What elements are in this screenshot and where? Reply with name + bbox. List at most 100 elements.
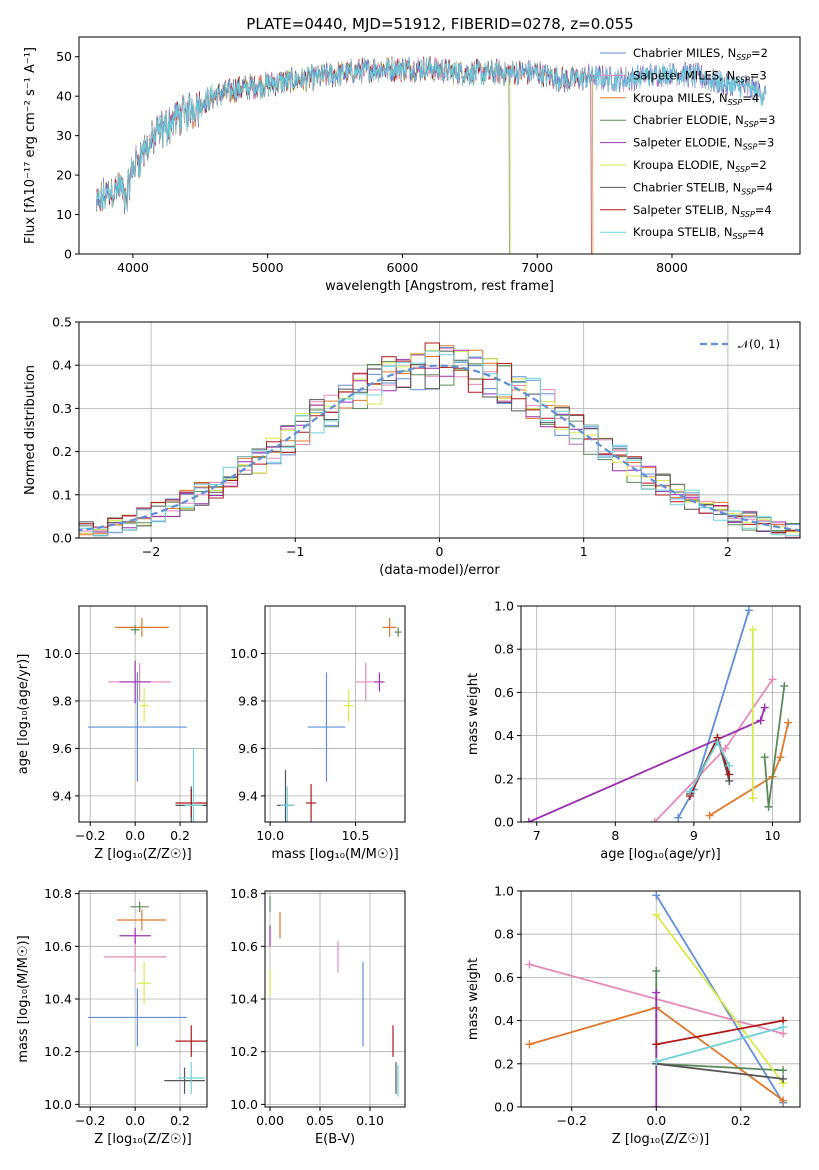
weight-marker bbox=[525, 960, 534, 969]
weight-marker bbox=[756, 716, 765, 725]
legend-value: =2 bbox=[751, 46, 768, 60]
y-tick-label: 40 bbox=[56, 89, 72, 104]
x-tick-label: 6000 bbox=[387, 260, 419, 275]
weight-marker bbox=[744, 606, 753, 615]
x-tick-label: 7000 bbox=[521, 260, 553, 275]
error-bar-kroupa-elodie bbox=[343, 689, 354, 723]
weight-marker bbox=[760, 703, 769, 712]
y-axis-label: mass weight bbox=[466, 673, 481, 755]
mass-vs-metallicity-panel: −0.2 0.0 0.2 10.0 10.2 10.4 10.6 10.8 Z [log₁₀(Z… bbox=[16, 886, 208, 1147]
legend-value: =3 bbox=[757, 136, 774, 150]
weight-marker bbox=[650, 818, 659, 822]
x-tick-label: 5000 bbox=[252, 260, 284, 275]
y-tick-label: 0.8 bbox=[494, 927, 514, 942]
legend-entry: Chabrier MILES, NSSP=2 bbox=[633, 46, 768, 62]
weight-marker bbox=[760, 753, 769, 762]
weight-marker bbox=[652, 1040, 661, 1049]
y-axis-label: Normed distribution bbox=[23, 365, 38, 495]
axes-frame bbox=[78, 605, 208, 823]
weight-marker bbox=[784, 718, 793, 727]
legend-subscript: SSP bbox=[728, 98, 743, 107]
axes-frame bbox=[520, 605, 801, 823]
mass-vs-extinction-panel: 0.00 0.05 0.10 10.0 10.2 10.4 10.6 10.8 E(B-V) bbox=[230, 886, 406, 1147]
error-bar-kroupa-elodie bbox=[137, 962, 151, 1005]
axes-frame bbox=[78, 36, 801, 255]
age-vs-metallicity-panel: −0.2 0.0 0.2 9.4 9.6 9.8 10.0 Z [log₁₀(Z/Z☉)] ag… bbox=[16, 605, 208, 862]
legend-subscript: SSP bbox=[741, 187, 756, 196]
y-tick-label: 9.8 bbox=[238, 693, 258, 708]
y-tick-label: 0.2 bbox=[494, 771, 514, 786]
error-bar-salpeter-miles bbox=[103, 941, 167, 973]
y-tick-label: 10.2 bbox=[44, 1044, 72, 1059]
y-axis-label: mass [log₁₀(M/M☉)] bbox=[16, 935, 31, 1062]
y-tick-label: 10.4 bbox=[44, 992, 72, 1007]
weight-line-salpeter-stelib bbox=[656, 1019, 784, 1046]
x-tick-label: 0.2 bbox=[170, 828, 190, 843]
y-tick-label: 10.0 bbox=[44, 1097, 72, 1112]
legend-value: =4 bbox=[756, 180, 773, 194]
y-tick-label: 10.0 bbox=[230, 1097, 258, 1112]
weight-marker bbox=[652, 891, 661, 900]
weight-line-kroupa-elodie bbox=[655, 914, 784, 1084]
weight-marker bbox=[779, 1096, 788, 1105]
error-bar-kroupa-elodie bbox=[139, 689, 149, 723]
error-bar-salpeter-elodie bbox=[119, 927, 151, 944]
weight-marker bbox=[652, 1057, 661, 1066]
y-axis-label: age [log₁₀(age/yr)] bbox=[16, 654, 31, 775]
y-tick-label: 10.4 bbox=[230, 992, 258, 1007]
y-tick-label: 9.6 bbox=[238, 741, 258, 756]
error-bar-kroupa-stelib bbox=[280, 786, 295, 822]
legend-subscript: SSP bbox=[735, 165, 750, 174]
x-tick-label: 10 bbox=[765, 828, 781, 843]
legend-entry: Kroupa ELODIE, NSSP=2 bbox=[633, 158, 767, 174]
weight-line-kroupa-stelib bbox=[656, 1026, 784, 1063]
error-bar-salpeter-stelib bbox=[175, 1025, 207, 1057]
error-bar-kroupa-miles bbox=[382, 617, 397, 637]
x-tick-label: 9 bbox=[690, 828, 698, 843]
legend-subscript: SSP bbox=[740, 210, 755, 219]
error-bars bbox=[269, 896, 399, 1097]
age-vs-mass-panel: 10.0 10.5 9.4 9.6 9.8 10.0 mass [log₁₀(M/M☉)] bbox=[230, 605, 406, 862]
weight-marker bbox=[685, 787, 694, 796]
error-bar-kroupa-miles bbox=[114, 617, 169, 637]
error-bar-salpeter-stelib bbox=[305, 784, 317, 822]
legend-subscript: SSP bbox=[743, 143, 758, 152]
x-tick-label: −0.2 bbox=[557, 1113, 587, 1128]
legend-subscript: SSP bbox=[744, 120, 759, 129]
histogram-steps bbox=[79, 342, 800, 538]
x-tick-label: 0.2 bbox=[170, 1113, 190, 1128]
legend-entry: Chabrier STELIB, NSSP=4 bbox=[633, 180, 773, 196]
y-tick-label: 10.0 bbox=[44, 646, 72, 661]
weight-marker bbox=[779, 1066, 788, 1075]
error-bar-chabrier-miles bbox=[87, 672, 187, 782]
weight-marker bbox=[721, 744, 730, 753]
weight-marker bbox=[725, 761, 734, 770]
y-tick-label: 0.4 bbox=[52, 358, 72, 373]
x-tick-label: 0.0 bbox=[646, 1113, 666, 1128]
weight-marker bbox=[748, 794, 757, 803]
weight-marker bbox=[780, 681, 789, 690]
axes-frame bbox=[264, 605, 406, 823]
y-tick-label: 0.2 bbox=[52, 444, 72, 459]
y-tick-label: 1.0 bbox=[494, 599, 514, 614]
y-tick-label: 10.2 bbox=[230, 1044, 258, 1059]
weight-marker bbox=[652, 966, 661, 975]
legend-subscript: SSP bbox=[736, 53, 751, 62]
axes-frame bbox=[520, 890, 801, 1108]
y-tick-label: 9.8 bbox=[52, 693, 72, 708]
x-axis-label: Z [log₁₀(Z/Z☉)] bbox=[612, 1132, 709, 1147]
legend-value: =4 bbox=[755, 203, 772, 217]
y-tick-label: 0.6 bbox=[494, 970, 514, 985]
y-tick-label: 0.4 bbox=[494, 728, 514, 743]
x-tick-label: −0.2 bbox=[75, 1113, 105, 1128]
x-tick-label: 8000 bbox=[656, 260, 688, 275]
error-bar-chabrier-stelib bbox=[164, 1067, 205, 1094]
x-tick-label: 0.10 bbox=[356, 1113, 384, 1128]
figure-title: PLATE=0440, MJD=51912, FIBERID=0278, z=0… bbox=[246, 15, 633, 33]
legend-value: =4 bbox=[747, 225, 764, 239]
weight-marker bbox=[652, 988, 661, 997]
figure-panels: 4000 5000 6000 7000 800001020304050wavelengt… bbox=[16, 36, 801, 1147]
error-bar-chabrier-elodie bbox=[130, 624, 140, 635]
weight-line-salpeter-stelib bbox=[689, 735, 731, 797]
y-tick-label: 0.0 bbox=[52, 531, 72, 546]
